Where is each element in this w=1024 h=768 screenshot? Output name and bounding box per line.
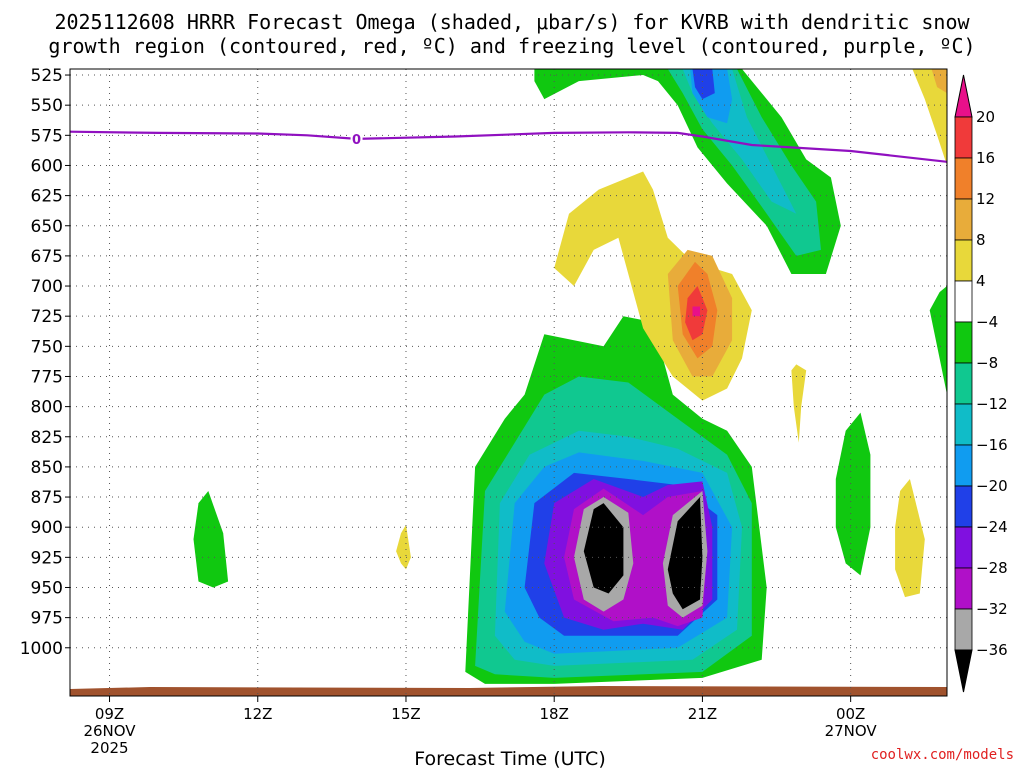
- colorbar-label: 12: [976, 190, 995, 208]
- low-level-descent-region: [465, 316, 767, 684]
- y-axis: 525 550 575 600 625 650 675 700 725 750 775 800 825 8…: [20, 66, 70, 659]
- plot-frame: [69, 68, 948, 697]
- colorbar-label: −16: [976, 436, 1008, 454]
- y-tick-label: 825: [31, 428, 63, 448]
- colorbar-label: −32: [976, 600, 1008, 618]
- y-tick-label: 975: [31, 609, 63, 629]
- y-tick-label: 700: [31, 277, 63, 297]
- colorbar-label: −8: [976, 354, 998, 372]
- colorbar-bottom-triangle: [954, 649, 973, 693]
- colorbar-label: −4: [976, 313, 998, 331]
- colorbar-label: −36: [976, 641, 1008, 659]
- colorbar-band: [954, 485, 973, 528]
- colorbar-band: [954, 321, 973, 364]
- colorbar-band: [954, 198, 973, 241]
- colorbar-label: 8: [976, 231, 986, 249]
- upper-descent-band: [534, 69, 841, 274]
- y-tick-label: 600: [31, 156, 63, 176]
- x-tick-label: 18Z: [540, 705, 569, 723]
- y-tick-label: 800: [31, 398, 63, 418]
- colorbar-label: −24: [976, 518, 1008, 536]
- x-tick-date: 27NOV: [825, 722, 878, 740]
- minor-cells-shade-1: [396, 524, 411, 570]
- ground-fill: [70, 686, 947, 696]
- freezing-level-contour: 0: [70, 129, 947, 163]
- y-tick-label: 625: [31, 187, 63, 207]
- colorbar-band: [954, 403, 973, 446]
- ascent-region-shade-4: [692, 306, 700, 317]
- minor-cells: [193, 69, 947, 598]
- colorbar-band: [954, 116, 973, 159]
- colorbar-band: [954, 239, 973, 282]
- credit-text: coolwx.com/models: [871, 747, 1014, 763]
- y-tick-label: 525: [31, 66, 63, 86]
- y-tick-label: 650: [31, 217, 63, 237]
- minor-cells-shade-7: [931, 69, 947, 94]
- y-tick-label: 775: [31, 367, 63, 387]
- y-tick-label: 850: [31, 458, 63, 478]
- colorbar-label: 16: [976, 149, 995, 167]
- x-tick-date: 26NOV: [83, 722, 136, 740]
- x-tick-label: 12Z: [243, 705, 272, 723]
- y-tick-label: 900: [31, 518, 63, 538]
- y-tick-label: 875: [31, 488, 63, 508]
- x-tick-label: 00Z: [836, 705, 865, 723]
- x-tick-label: 15Z: [391, 705, 420, 723]
- y-tick-label: 1000: [20, 639, 63, 659]
- colorbar-label: −20: [976, 477, 1008, 495]
- colorbar: 20 16 12 8 4 −4 −8 −12 −16 −20 −24 −28 −32 −36: [954, 74, 1008, 693]
- y-tick-label: 950: [31, 578, 63, 598]
- upper-descent-band-shade-4: [692, 69, 715, 100]
- x-tick-label: 09Z: [95, 705, 124, 723]
- x-tick-year: 2025: [90, 739, 128, 757]
- colorbar-label: −28: [976, 559, 1008, 577]
- colorbar-label: 4: [976, 272, 986, 290]
- y-tick-label: 575: [31, 126, 63, 146]
- minor-cells-shade-0: [193, 491, 229, 588]
- upper-descent-band-shade-0: [534, 69, 841, 274]
- omega-shading: [193, 69, 947, 684]
- y-tick-label: 925: [31, 548, 63, 568]
- chart-title-line-1: 2025112608 HRRR Forecast Omega (shaded, …: [54, 10, 970, 34]
- freezing-level-line: [70, 130, 947, 163]
- colorbar-band: [954, 608, 973, 651]
- y-tick-label: 675: [31, 247, 63, 267]
- grid-lines: [70, 69, 947, 696]
- minor-cells-shade-2: [791, 364, 807, 443]
- colorbar-band: [954, 444, 973, 487]
- y-tick-label: 725: [31, 307, 63, 327]
- colorbar-top-triangle: [954, 74, 973, 118]
- colorbar-band: [954, 526, 973, 569]
- minor-cells-shade-6: [912, 69, 947, 166]
- minor-cells-shade-5: [929, 286, 947, 395]
- colorbar-band: [954, 362, 973, 405]
- colorbar-label: −12: [976, 395, 1008, 413]
- colorbar-band: [954, 157, 973, 200]
- freezing-level-label-bg: [350, 129, 363, 146]
- minor-cells-shade-4: [895, 479, 925, 598]
- minor-cells-shade-3: [835, 412, 871, 576]
- chart-title-line-2: growth region (contoured, red, ºC) and f…: [48, 34, 975, 58]
- ground-strip: [70, 686, 947, 696]
- low-level-descent-region-shade-9: [583, 503, 624, 594]
- x-tick-label: 21Z: [688, 705, 717, 723]
- x-axis-title: Forecast Time (UTC): [414, 748, 605, 768]
- y-tick-label: 550: [31, 96, 63, 116]
- colorbar-label: 20: [976, 108, 995, 126]
- y-tick-label: 750: [31, 337, 63, 357]
- low-level-descent-region-shade-10: [667, 497, 703, 610]
- freezing-level-label: 0: [352, 133, 361, 148]
- colorbar-band: [954, 567, 973, 610]
- colorbar-band: [954, 280, 973, 323]
